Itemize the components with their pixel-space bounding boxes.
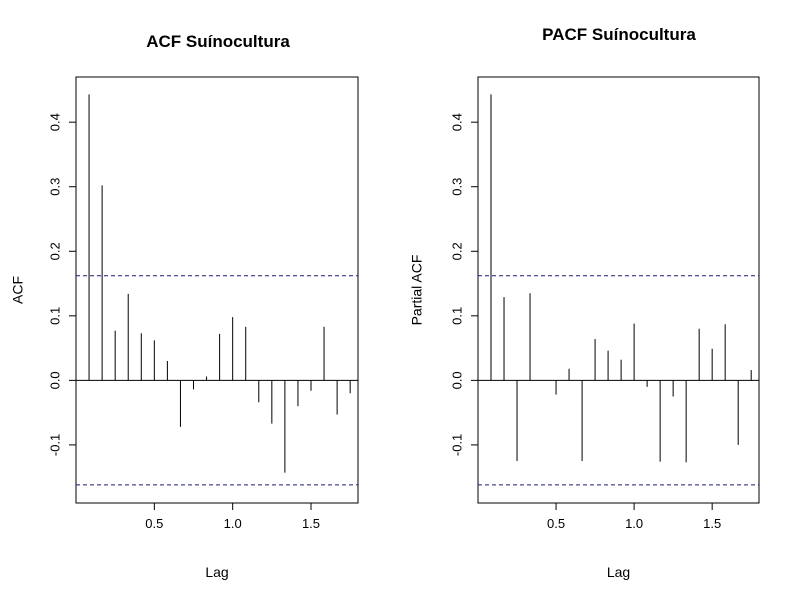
y-tick-label: 0.0 (47, 371, 62, 389)
x-tick-label: 1.0 (224, 516, 242, 531)
x-tick-label: 1.5 (302, 516, 320, 531)
y-axis-label: Partial ACF (409, 255, 425, 326)
y-tick-label: 0.2 (47, 242, 62, 260)
y-tick-label: 0.0 (449, 371, 464, 389)
chart-title: PACF Suínocultura (542, 25, 696, 44)
y-tick-label: 0.3 (449, 178, 464, 196)
chart-panel-2: PACF Suínocultura 0.5 1.0 1.5 -0.1 0.0 0.1 0.2 0… (409, 25, 760, 580)
y-tick-label: 0.4 (47, 113, 62, 131)
x-axis-label: Lag (205, 564, 228, 580)
x-tick-label: 1.0 (625, 516, 643, 531)
y-tick-label: 0.1 (449, 307, 464, 325)
plot-frame (75, 76, 359, 504)
y-tick-label: -0.1 (449, 434, 464, 456)
plot-frame (477, 76, 760, 504)
y-tick-label: 0.4 (449, 113, 464, 131)
y-tick-label: 0.3 (47, 178, 62, 196)
chart-title: ACF Suínocultura (146, 32, 290, 51)
x-tick-label: 0.5 (145, 516, 163, 531)
y-axis-label: ACF (10, 276, 26, 304)
x-tick-label: 0.5 (547, 516, 565, 531)
y-tick-label: -0.1 (47, 434, 62, 456)
chart-panel-1: ACF Suínocultura 0.5 1.0 1.5 -0.1 0.0 0.1 0.2 0.… (10, 32, 359, 580)
y-tick-label: 0.2 (449, 242, 464, 260)
x-tick-label: 1.5 (703, 516, 721, 531)
y-tick-label: 0.1 (47, 307, 62, 325)
x-axis-label: Lag (607, 564, 630, 580)
